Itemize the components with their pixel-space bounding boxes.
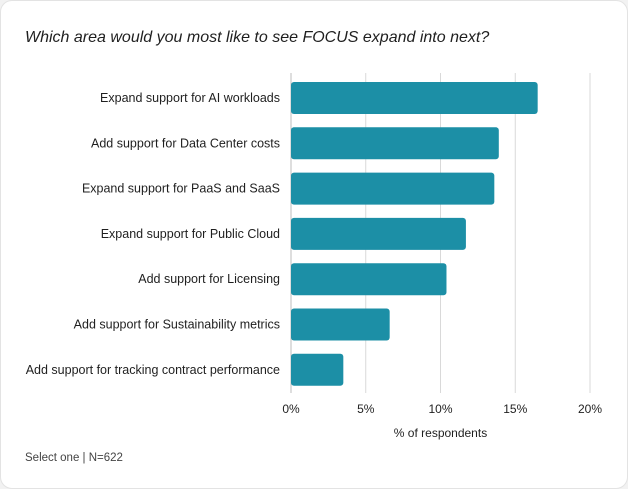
chart-title: Which area would you most like to see FO…: [25, 29, 490, 46]
category-label: Add support for Sustainability metrics: [74, 318, 280, 332]
bar-chart: Expand support for AI workloads Add suppo…: [26, 73, 602, 440]
x-tick-label: 20%: [578, 402, 602, 416]
x-tick-label: 15%: [503, 402, 527, 416]
bar: [291, 172, 495, 205]
x-tick-label: 0%: [282, 402, 300, 416]
bars: [291, 82, 538, 386]
category-label: Expand support for AI workloads: [100, 91, 280, 105]
bar: [291, 263, 447, 296]
bar: [291, 217, 466, 250]
bar: [291, 308, 390, 341]
category-label: Expand support for PaaS and SaaS: [82, 182, 280, 196]
category-label: Add support for Data Center costs: [91, 136, 280, 150]
footnote: Select one | N=622: [25, 452, 123, 464]
bar: [291, 127, 499, 160]
bar: [291, 353, 344, 386]
x-axis-title: % of respondents: [394, 426, 487, 440]
category-label: Add support for tracking contract perfor…: [26, 363, 280, 377]
category-label: Expand support for Public Cloud: [101, 227, 280, 241]
x-tick-label: 10%: [428, 402, 452, 416]
x-tick-label: 5%: [357, 402, 375, 416]
x-tick-labels: 0% 5% 10% 15% 20%: [282, 402, 602, 416]
category-labels: Expand support for AI workloads Add suppo…: [26, 91, 280, 377]
bar: [291, 82, 538, 114]
category-label: Add support for Licensing: [138, 272, 280, 286]
